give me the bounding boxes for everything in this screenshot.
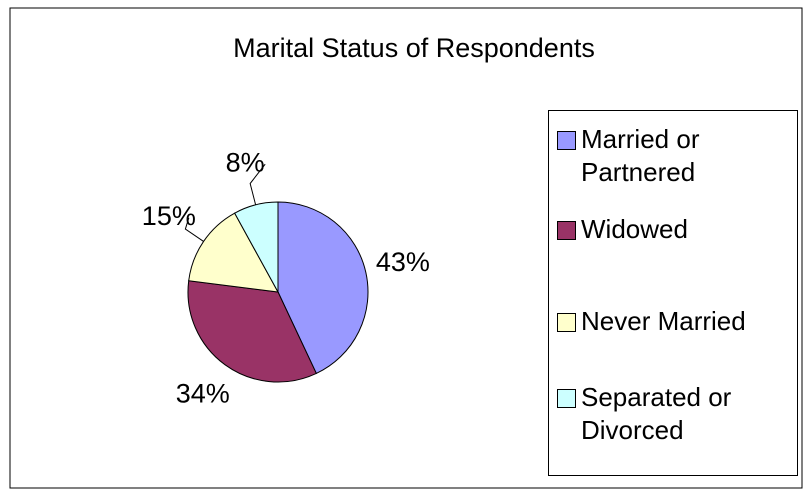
data-label: 43% — [376, 247, 430, 277]
legend-label: Never Married — [581, 306, 746, 336]
legend-label: Married or Partnered — [581, 124, 700, 187]
data-label: 34% — [176, 379, 230, 409]
leader-line — [249, 163, 266, 205]
legend: Married or Partnered Widowed Never Married… — [548, 110, 798, 476]
chart-border — [9, 7, 803, 489]
legend-item: Married or Partnered — [555, 123, 795, 189]
legend-swatch — [557, 389, 576, 408]
legend-swatch — [557, 313, 576, 332]
pie-slice — [277, 201, 369, 375]
data-label: 15% — [142, 201, 196, 231]
legend-swatch — [557, 131, 576, 150]
data-label: 8% — [226, 147, 265, 177]
legend-item: Widowed — [555, 213, 795, 246]
legend-swatch — [557, 221, 576, 240]
chart-title: Marital Status of Respondents — [233, 33, 595, 63]
legend-item: Separated or Divorced — [555, 381, 795, 447]
pie-slice — [188, 212, 279, 293]
leader-line — [184, 217, 204, 242]
legend-item: Never Married — [555, 305, 795, 338]
legend-label: Separated or Divorced — [581, 382, 732, 445]
pie-slice — [187, 280, 317, 383]
legend-label: Widowed — [581, 214, 688, 244]
